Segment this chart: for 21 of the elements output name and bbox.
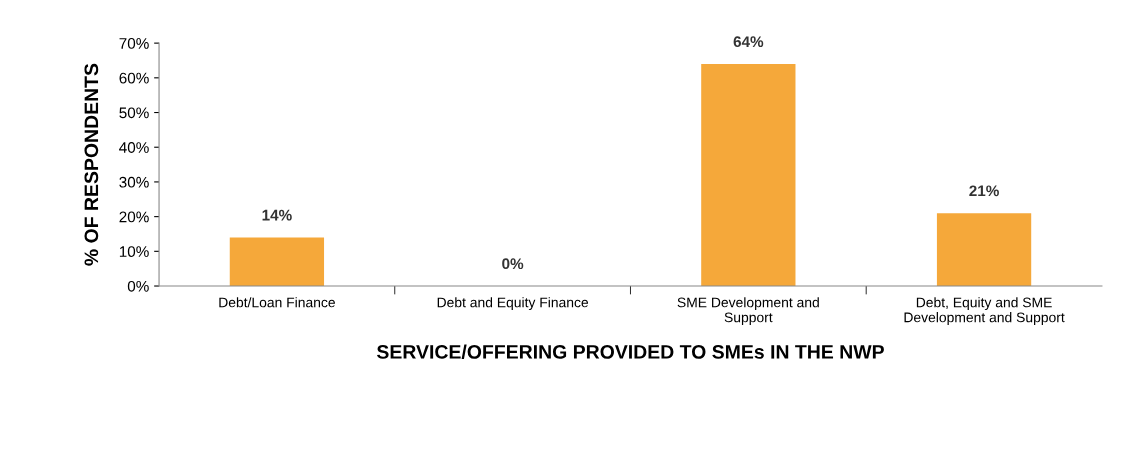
data-label: 64% xyxy=(733,36,764,48)
y-tick-label: 40% xyxy=(119,142,149,153)
bar xyxy=(229,237,325,287)
x-tick-label: Debt/Loan Finance xyxy=(219,297,335,308)
data-label: 0% xyxy=(502,258,524,270)
y-tick-label: 60% xyxy=(119,72,149,84)
y-axis-title: % OF RESPONDENTS xyxy=(84,63,99,266)
y-tick-label: 70% xyxy=(119,38,149,49)
y-tick-label: 0% xyxy=(127,280,149,292)
data-label: 21% xyxy=(969,185,999,197)
x-tick-label: SME Development and Support xyxy=(677,297,819,326)
bar xyxy=(701,63,796,287)
x-tick-label: Debt, Equity and SME Development and Support xyxy=(904,297,1065,326)
data-label: 14% xyxy=(262,209,292,221)
y-tick-label: 20% xyxy=(119,211,149,223)
x-axis-title: SERVICE/OFFERING PROVIDED TO SMEs IN THE NWP xyxy=(376,344,884,359)
y-tick-label: 10% xyxy=(119,246,149,258)
x-tick-label: Debt and Equity Finance xyxy=(437,297,589,311)
y-tick-label: 30% xyxy=(119,176,149,188)
bar xyxy=(936,213,1032,287)
y-tick-label: 50% xyxy=(119,107,149,119)
